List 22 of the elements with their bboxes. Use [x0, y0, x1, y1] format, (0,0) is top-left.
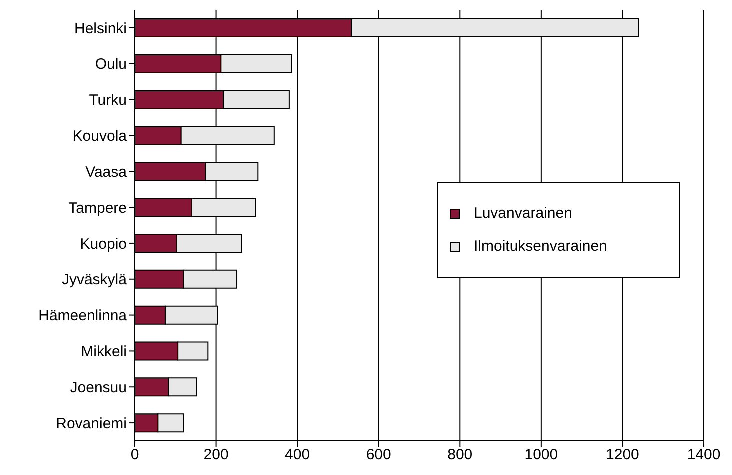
- x-tick-label: 600: [366, 446, 392, 464]
- y-tick-label: Hämeenlinna: [38, 308, 128, 325]
- x-tick-label: 1000: [524, 446, 558, 464]
- y-tick-label: Turku: [89, 92, 127, 110]
- y-tick-label: Kuopio: [80, 236, 127, 253]
- y-tick-label: Joensuu: [70, 379, 127, 396]
- legend-label: Luvanvarainen: [474, 205, 572, 222]
- legend-label: Ilmoituksenvarainen: [474, 238, 608, 255]
- y-tick-label: Mikkeli: [81, 344, 127, 361]
- y-tick-label: Oulu: [95, 56, 127, 74]
- y-tick-label: Jyväskylä: [62, 272, 128, 289]
- x-tick-label: 0: [130, 446, 140, 464]
- x-tick-label: 1200: [606, 446, 640, 464]
- y-tick-label: Helsinki: [74, 20, 127, 38]
- y-tick-label: Kouvola: [72, 128, 128, 146]
- y-tick-label: Tampere: [68, 200, 127, 217]
- x-tick-label: 200: [204, 446, 229, 464]
- y-tick-label: Vaasa: [86, 164, 128, 181]
- x-tick-label: 1400: [687, 446, 721, 464]
- y-tick-label: Rovaniemi: [56, 415, 127, 432]
- x-tick-label: 400: [285, 446, 310, 464]
- x-tick-label: 800: [448, 446, 473, 464]
